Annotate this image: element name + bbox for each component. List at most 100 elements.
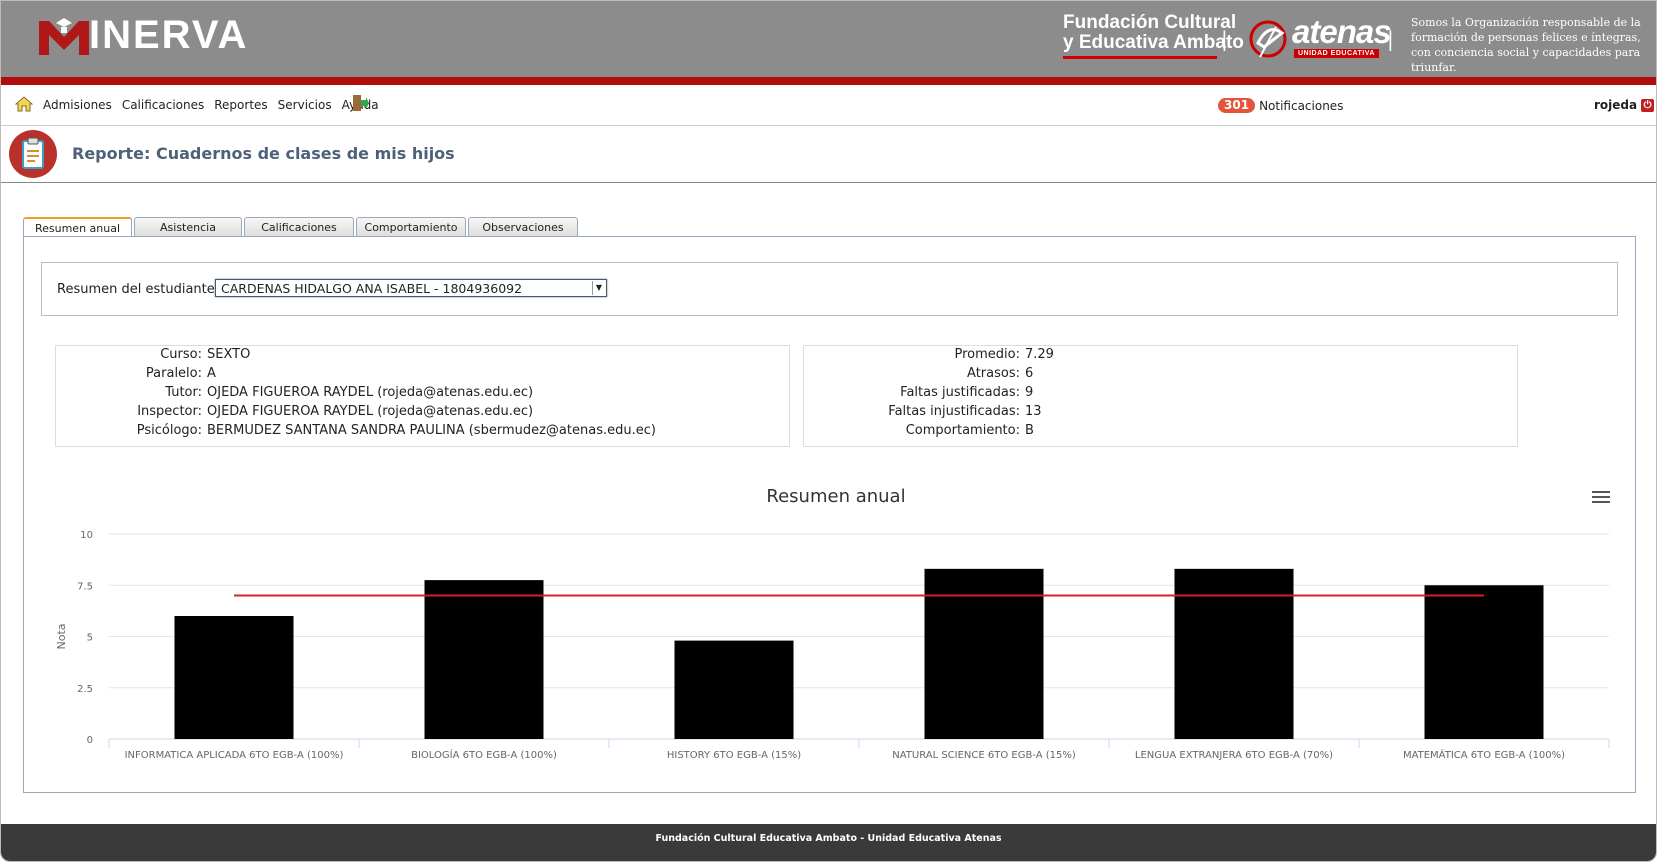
page-title: Reporte: Cuadernos de clases de mis hijo…: [72, 144, 455, 163]
atenas-badge: UNIDAD EDUCATIVA: [1294, 49, 1379, 58]
foundation-line-2: y Educativa Ambato: [1063, 32, 1244, 53]
notifications[interactable]: 301 Notificaciones: [1218, 98, 1343, 113]
info-value-inspector: OJEDA FIGUEROA RAYDEL (rojeda@atenas.edu…: [207, 404, 534, 419]
info-value-psicologo: BERMUDEZ SANTANA SANDRA PAULINA (sbermud…: [207, 423, 656, 438]
bar: [424, 580, 544, 739]
info-value-faltas-justificadas: 9: [1025, 385, 1034, 400]
foundation-line-1: Fundación Cultural: [1063, 12, 1237, 33]
info-row: Promedio: 7.29: [804, 347, 1517, 367]
info-key-inspector: Inspector:: [137, 404, 202, 419]
main-menu: Admisiones Calificaciones Reportes Servi…: [43, 98, 379, 112]
power-icon[interactable]: ⏻: [1641, 98, 1655, 112]
student-selector-label: Resumen del estudiante:: [57, 282, 220, 297]
bar: [1424, 585, 1544, 739]
info-key-paralelo: Paralelo:: [145, 366, 202, 381]
student-selector-box: Resumen del estudiante: CARDENAS HIDALGO…: [41, 262, 1618, 316]
mission-statement: Somos la Organización responsable de la …: [1411, 16, 1641, 74]
foundation-name: Fundación Cultural y Educativa Ambato: [1063, 13, 1244, 59]
logo-text: INERVA: [89, 13, 249, 57]
tab-comportamiento[interactable]: Comportamiento: [356, 217, 466, 237]
info-key-faltas-injustificadas: Faltas injustificadas:: [888, 404, 1020, 419]
info-value-promedio: 7.29: [1025, 347, 1054, 362]
menu-admisiones[interactable]: Admisiones: [43, 98, 112, 112]
tab-asistencia[interactable]: Asistencia: [134, 217, 242, 237]
info-key-curso: Curso:: [160, 347, 202, 362]
student-info-right: Promedio: 7.29 Atrasos: 6 Faltas justifica…: [803, 345, 1518, 447]
bar: [924, 568, 1044, 739]
page-header: Reporte: Cuadernos de clases de mis hijo…: [1, 125, 1656, 183]
info-key-tutor: Tutor:: [165, 385, 202, 400]
menu-calificaciones[interactable]: Calificaciones: [121, 98, 205, 112]
atenas-emblem-icon: [1249, 20, 1287, 58]
annual-summary-chart: Resumen anual 0 2.5 5 7.5 10 Nota INFORMATICA …: [41, 474, 1631, 784]
home-icon[interactable]: [15, 96, 33, 112]
info-key-promedio: Promedio:: [954, 347, 1020, 362]
header-divider: |: [1221, 27, 1228, 51]
report-tabs: Resumen anual Asistencia Calificaciones …: [23, 217, 578, 239]
atenas-logo: atenas UNIDAD EDUCATIVA: [1248, 13, 1392, 61]
info-value-atrasos: 6: [1025, 366, 1034, 381]
notifications-label[interactable]: Notificaciones: [1259, 98, 1344, 113]
header-divider-2: |: [1387, 27, 1394, 51]
x-tick-label: HISTORY 6TO EGB-A (15%): [667, 750, 801, 761]
info-row: Curso: SEXTO: [56, 347, 789, 367]
chart-title: Resumen anual: [766, 486, 906, 507]
student-select-value[interactable]: CARDENAS HIDALGO ANA ISABEL - 1804936092: [221, 281, 523, 296]
info-row: Comportamiento: B: [804, 423, 1517, 443]
info-key-faltas-justificadas: Faltas justificadas:: [900, 385, 1020, 400]
student-select[interactable]: CARDENAS HIDALGO ANA ISABEL - 1804936092…: [215, 279, 607, 297]
info-value-faltas-injustificadas: 13: [1025, 404, 1042, 419]
top-nav: Admisiones Calificaciones Reportes Servi…: [1, 85, 1656, 125]
info-row: Atrasos: 6: [804, 366, 1517, 386]
tab-calificaciones[interactable]: Calificaciones: [244, 217, 354, 237]
info-row: Faltas justificadas: 9: [804, 385, 1517, 405]
info-key-atrasos: Atrasos:: [967, 366, 1020, 381]
info-row: Tutor: OJEDA FIGUEROA RAYDEL (rojeda@aten…: [56, 385, 789, 405]
y-tick-label: 2.5: [77, 684, 93, 695]
minerva-m-icon: [39, 18, 89, 55]
menu-servicios[interactable]: Servicios: [277, 98, 332, 112]
y-tick-label: 0: [87, 735, 93, 746]
user-menu[interactable]: rojeda ⏻: [1594, 98, 1655, 112]
bar: [674, 640, 794, 739]
clipboard-icon: [9, 130, 57, 178]
foundation-underline: [1063, 56, 1217, 59]
chevron-down-icon[interactable]: ▼: [592, 281, 605, 295]
info-row: Psicólogo: BERMUDEZ SANTANA SANDRA PAULIN…: [56, 423, 789, 443]
x-tick-label: INFORMATICA APLICADA 6TO EGB-A (100%): [125, 750, 344, 761]
info-key-psicologo: Psicólogo:: [136, 423, 202, 438]
logout-door-icon[interactable]: [351, 94, 369, 112]
minerva-logo: INERVA: [39, 15, 248, 55]
info-value-comportamiento: B: [1025, 423, 1034, 438]
info-value-paralelo: A: [207, 366, 216, 381]
menu-reportes[interactable]: Reportes: [214, 98, 268, 112]
y-tick-label: 5: [87, 633, 93, 644]
y-axis-label: Nota: [55, 623, 68, 649]
info-row: Faltas injustificadas: 13: [804, 404, 1517, 424]
username[interactable]: rojeda: [1594, 98, 1638, 112]
info-key-comportamiento: Comportamiento:: [905, 423, 1020, 438]
y-tick-label: 7.5: [77, 581, 93, 592]
chart-menu-icon[interactable]: [1592, 490, 1610, 504]
tab-resumen-anual[interactable]: Resumen anual: [23, 217, 132, 239]
y-tick-label: 10: [80, 530, 93, 541]
chart-plot: 0 2.5 5 7.5 10 Nota INFORMATICA APLICADA 6TO E…: [55, 530, 1610, 761]
x-tick-label: NATURAL SCIENCE 6TO EGB-A (15%): [892, 750, 1076, 761]
x-tick-label: BIOLOGÍA 6TO EGB-A (100%): [411, 748, 557, 761]
info-value-curso: SEXTO: [207, 347, 251, 362]
bar: [1174, 568, 1294, 739]
student-info-left: Curso: SEXTO Paralelo: A Tutor: OJEDA FIGUE…: [55, 345, 790, 447]
notification-count-badge[interactable]: 301: [1218, 98, 1256, 113]
bar: [174, 616, 294, 739]
header-red-stripe: [1, 77, 1656, 85]
info-row: Paralelo: A: [56, 366, 789, 386]
tab-observaciones[interactable]: Observaciones: [468, 217, 578, 237]
header-banner: INERVA Fundación Cultural y Educativa Am…: [1, 1, 1656, 77]
atenas-word: atenas: [1292, 13, 1392, 50]
tab-panel: Resumen del estudiante: CARDENAS HIDALGO…: [23, 236, 1636, 793]
footer: Fundación Cultural Educativa Ambato - Un…: [1, 824, 1656, 861]
info-value-tutor: OJEDA FIGUEROA RAYDEL (rojeda@atenas.edu…: [207, 385, 534, 400]
info-row: Inspector: OJEDA FIGUEROA RAYDEL (rojeda@…: [56, 404, 789, 424]
x-tick-label: LENGUA EXTRANJERA 6TO EGB-A (70%): [1135, 750, 1333, 761]
